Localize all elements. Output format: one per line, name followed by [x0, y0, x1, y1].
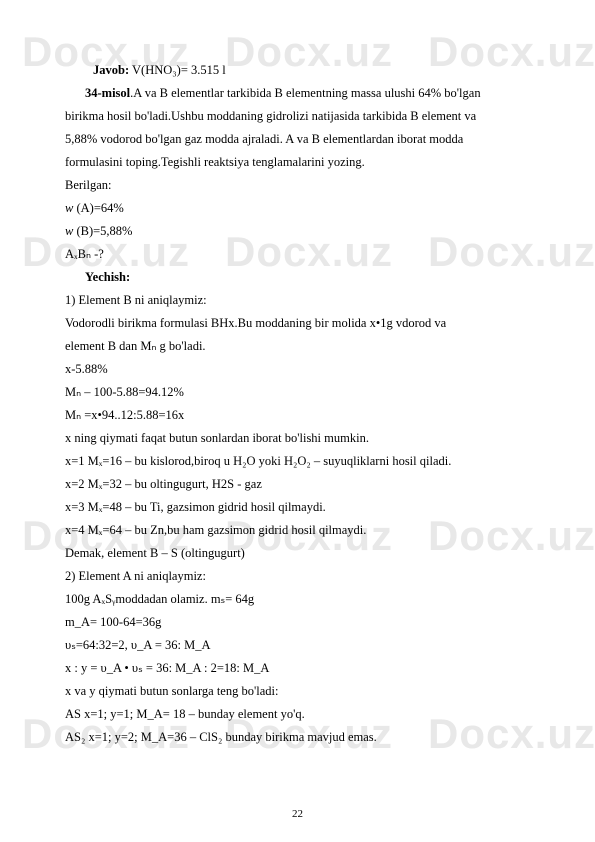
- text-line: x : y = υ_A • υₛ = 36: M_A : 2=18: M_A: [65, 658, 540, 678]
- text-line: w (B)=5,88%: [65, 221, 540, 241]
- text: (B)=5,88%: [73, 224, 132, 238]
- text-line: Javob: V(HNO₃)= 3.515 l: [65, 60, 540, 80]
- text-line: m_A= 100-64=36g: [65, 612, 540, 632]
- text-line: AS₂ x=1; y=2; M_A=36 – ClS₂ bunday birik…: [65, 727, 540, 747]
- text-line: 34-misol.A va B elementlar tarkibida B e…: [65, 83, 540, 103]
- text-line: x-5.88%: [65, 359, 540, 379]
- text-line: Mₙ – 100-5.88=94.12%: [65, 382, 540, 402]
- text-line: birikma hosil bo'ladi.Ushbu moddaning gi…: [65, 106, 540, 126]
- text-line: formulasini toping.Tegishli reaktsiya te…: [65, 152, 540, 172]
- text: .A va B elementlar tarkibida B elementni…: [130, 86, 480, 100]
- page-number: 22: [0, 808, 595, 820]
- text-line: x=2 Mₓ=32 – bu oltingugurt, H2S - gaz: [65, 474, 540, 494]
- label-bold: 34-misol: [85, 86, 130, 100]
- text-line: x ning qiymati faqat butun sonlardan ibo…: [65, 428, 540, 448]
- text-line: element B dan Mₙ g bo'ladi.: [65, 336, 540, 356]
- text-line: x va y qiymati butun sonlarga teng bo'la…: [65, 681, 540, 701]
- text-line: Mₙ =x•94..12:5.88=16x: [65, 405, 540, 425]
- text: V(HNO₃)= 3.515 l: [129, 63, 226, 77]
- text-line: w (A)=64%: [65, 198, 540, 218]
- text-line: Demak, element B – S (oltingugurt): [65, 543, 540, 563]
- text: (A)=64%: [73, 201, 123, 215]
- text-line: 1) Element B ni aniqlaymiz:: [65, 290, 540, 310]
- text-line: x=3 Mₓ=48 – bu Ti, gazsimon gidrid hosil…: [65, 497, 540, 517]
- text-line: x=4 Mₓ=64 – bu Zn,bu ham gazsimon gidrid…: [65, 520, 540, 540]
- text-line: AₓBₙ -?: [65, 244, 540, 264]
- document-body: Javob: V(HNO₃)= 3.515 l 34-misol.A va B …: [0, 0, 595, 780]
- heading: Yechish:: [65, 267, 540, 287]
- text-line: 5,88% vodorod bo'lgan gaz modda ajraladi…: [65, 129, 540, 149]
- label-bold: Javob:: [93, 63, 129, 77]
- text-line: 2) Element A ni aniqlaymiz:: [65, 566, 540, 586]
- text-line: AS x=1; y=1; M_A= 18 – bunday element yo…: [65, 704, 540, 724]
- text-line: υₛ=64:32=2, υ_A = 36: M_A: [65, 635, 540, 655]
- text-line: 100g AₓSᵧmoddadan olamiz. mₛ= 64g: [65, 589, 540, 609]
- text-line: Berilgan:: [65, 175, 540, 195]
- text-line: x=1 Mₓ=16 – bu kislorod,biroq u H₂O yoki…: [65, 451, 540, 471]
- text-line: Vodorodli birikma formulasi BHx.Bu modda…: [65, 313, 540, 333]
